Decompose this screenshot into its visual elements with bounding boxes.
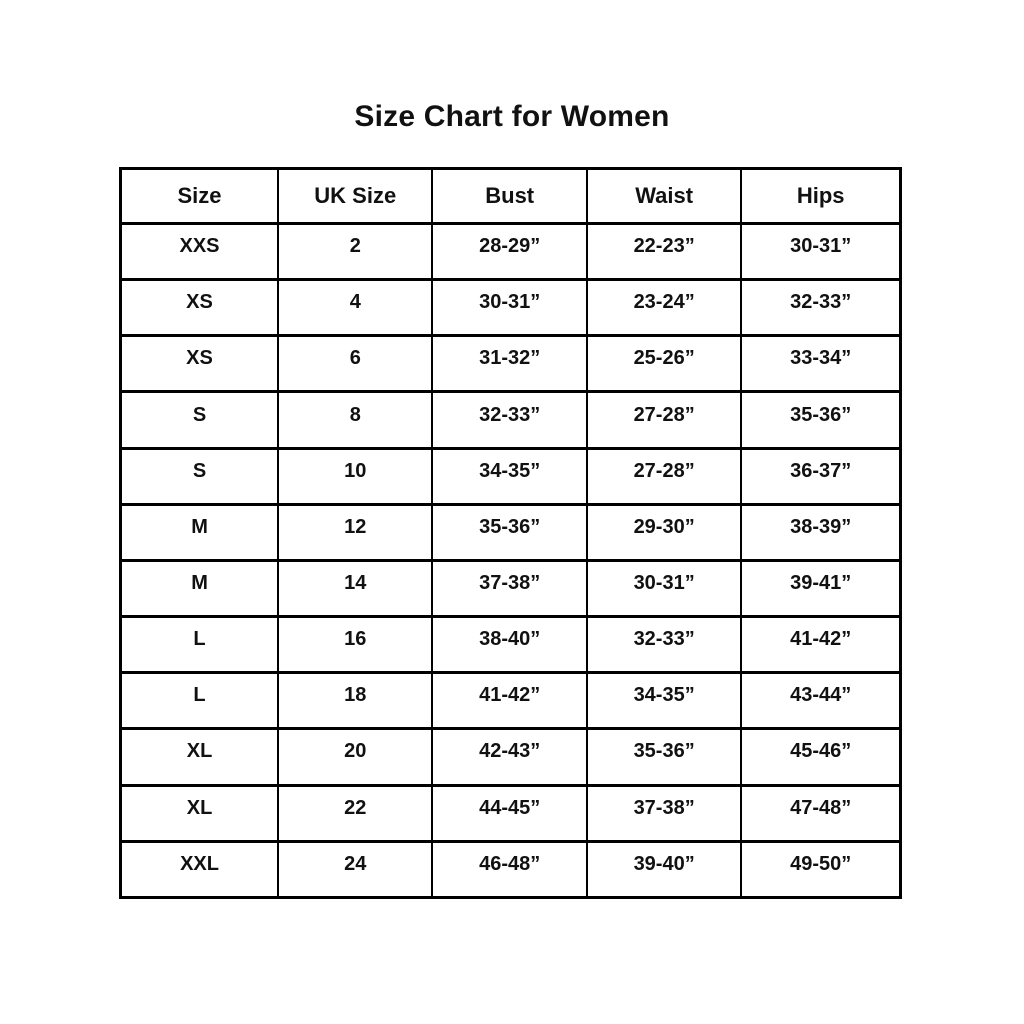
table-cell: 30-31” (585, 558, 743, 619)
table-header-row: Size UK Size Bust Waist Hips (119, 167, 902, 225)
table-cell: 37-38” (431, 558, 588, 619)
table-cell: 34-35” (585, 671, 743, 731)
table-cell: 47-48” (740, 783, 902, 843)
table-cell: 27-28” (585, 390, 743, 450)
column-header-hips: Hips (740, 167, 902, 225)
table-row: S 10 34-35” 27-28” 36-37” (119, 446, 902, 506)
table-cell: L (119, 671, 280, 731)
table-row: M 12 35-36” 29-30” 38-39” (119, 502, 902, 562)
table-cell: 30-31” (431, 278, 588, 338)
table-cell: 32-33” (431, 390, 588, 450)
table-cell: 49-50” (740, 839, 902, 900)
table-row: XL 20 42-43” 35-36” 45-46” (119, 727, 902, 787)
table-cell: 41-42” (740, 615, 902, 675)
table-cell: 37-38” (585, 783, 743, 843)
table-cell: M (119, 502, 280, 562)
table-row: XL 22 44-45” 37-38” 47-48” (119, 783, 902, 843)
table-cell: XL (119, 727, 280, 787)
table-cell: 28-29” (431, 221, 588, 282)
table-cell: 2 (277, 221, 434, 282)
column-header-size: Size (119, 167, 280, 225)
table-cell: 45-46” (740, 727, 902, 787)
table-cell: 35-36” (740, 390, 902, 450)
size-chart-table: Size UK Size Bust Waist Hips XXS 2 28-29” 2… (119, 167, 902, 900)
table-cell: 6 (277, 334, 434, 394)
table-row: L 18 41-42” 34-35” 43-44” (119, 671, 902, 731)
table-cell: L (119, 615, 280, 675)
table-cell: 29-30” (585, 502, 743, 562)
table-cell: 14 (277, 558, 434, 619)
table-cell: 32-33” (740, 278, 902, 338)
table-cell: 18 (277, 671, 434, 731)
table-cell: 46-48” (431, 839, 588, 900)
table-cell: 35-36” (431, 502, 588, 562)
table-cell: 32-33” (585, 615, 743, 675)
table-cell: 38-40” (431, 615, 588, 675)
table-cell: 24 (277, 839, 434, 900)
table-row: S 8 32-33” 27-28” 35-36” (119, 390, 902, 450)
table-cell: 38-39” (740, 502, 902, 562)
table-cell: 8 (277, 390, 434, 450)
column-header-bust: Bust (431, 167, 588, 225)
page-title: Size Chart for Women (354, 100, 670, 133)
column-header-waist: Waist (585, 167, 743, 225)
table-cell: 35-36” (585, 727, 743, 787)
table-row: L 16 38-40” 32-33” 41-42” (119, 615, 902, 675)
table-cell: 34-35” (431, 446, 588, 506)
table-row: XXS 2 28-29” 22-23” 30-31” (119, 221, 902, 282)
table-cell: 27-28” (585, 446, 743, 506)
table-cell: XL (119, 783, 280, 843)
table-cell: 33-34” (740, 334, 902, 394)
table-cell: 41-42” (431, 671, 588, 731)
table-cell: 20 (277, 727, 434, 787)
table-cell: M (119, 558, 280, 619)
table-cell: 43-44” (740, 671, 902, 731)
table-cell: S (119, 390, 280, 450)
table-cell: 36-37” (740, 446, 902, 506)
table-cell: XXL (119, 839, 280, 900)
table-cell: 31-32” (431, 334, 588, 394)
table-cell: S (119, 446, 280, 506)
column-header-uk-size: UK Size (277, 167, 434, 225)
table-cell: 4 (277, 278, 434, 338)
table-cell: 23-24” (585, 278, 743, 338)
table-cell: 39-41” (740, 558, 902, 619)
table-row: XS 6 31-32” 25-26” 33-34” (119, 334, 902, 394)
table-cell: 30-31” (740, 221, 902, 282)
table-row: XS 4 30-31” 23-24” 32-33” (119, 278, 902, 338)
table-cell: 42-43” (431, 727, 588, 787)
table-cell: 16 (277, 615, 434, 675)
table-cell: 44-45” (431, 783, 588, 843)
table-cell: 22-23” (585, 221, 743, 282)
table-cell: 12 (277, 502, 434, 562)
table-cell: XXS (119, 221, 280, 282)
table-cell: 39-40” (585, 839, 743, 900)
table-body: XXS 2 28-29” 22-23” 30-31” XS 4 30-31” 23-24” 32-… (119, 221, 902, 900)
table-cell: 25-26” (585, 334, 743, 394)
table-cell: 22 (277, 783, 434, 843)
table-cell: 10 (277, 446, 434, 506)
table-row: XXL 24 46-48” 39-40” 49-50” (119, 839, 902, 900)
table-cell: XS (119, 278, 280, 338)
table-row: M 14 37-38” 30-31” 39-41” (119, 558, 902, 619)
table-cell: XS (119, 334, 280, 394)
